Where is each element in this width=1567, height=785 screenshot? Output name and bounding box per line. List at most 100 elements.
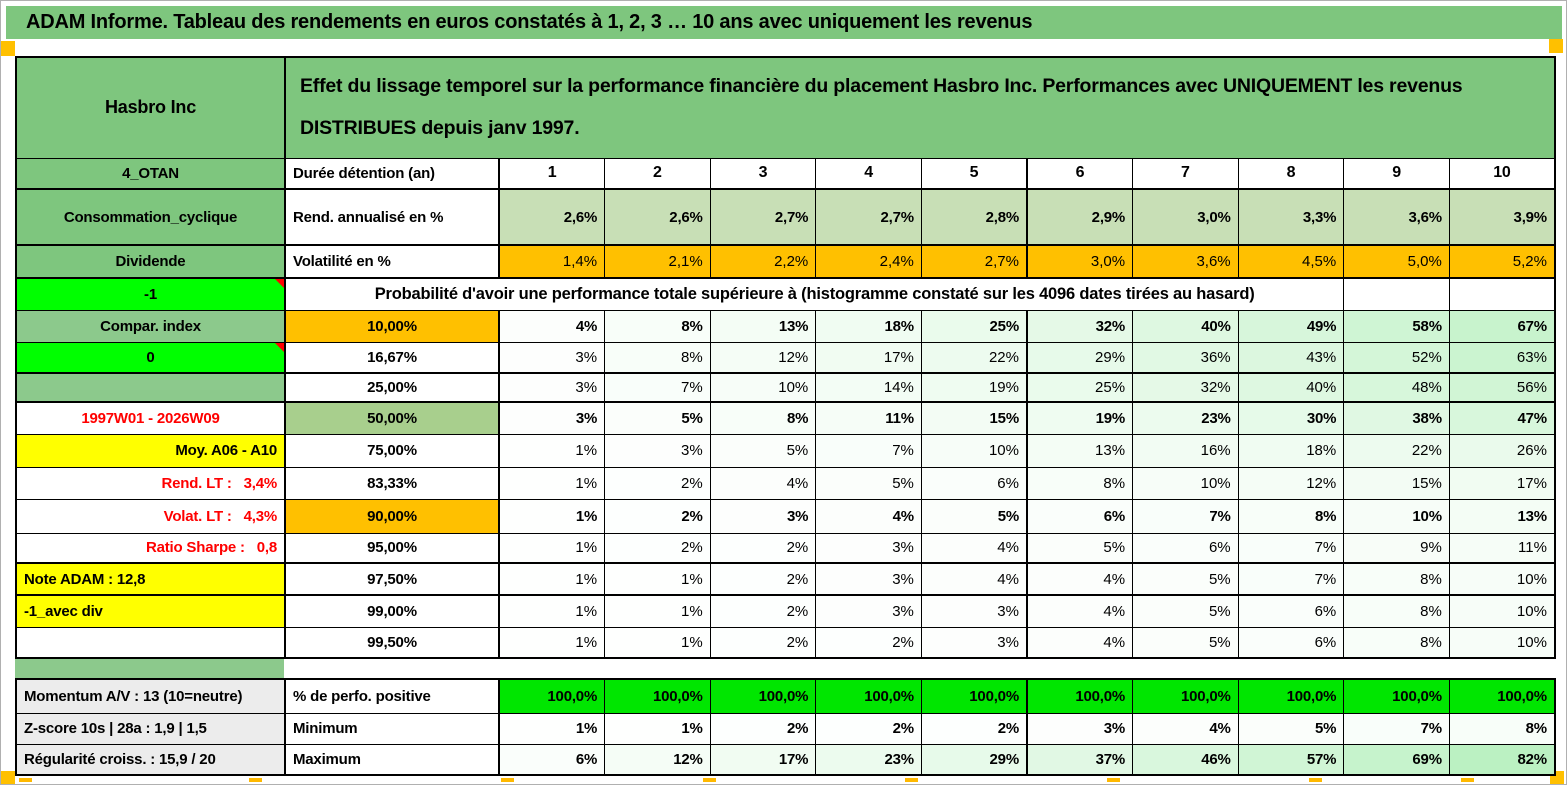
cell-probability-value[interactable]: 13%: [710, 310, 816, 342]
cell-probability-value[interactable]: 3%: [921, 595, 1027, 627]
cell-value[interactable]: 3,0%: [1027, 245, 1133, 278]
cell-threshold[interactable]: 75,00%: [285, 434, 499, 467]
cell-probability-value[interactable]: 10%: [921, 434, 1027, 467]
cell-probability-value[interactable]: 63%: [1449, 342, 1555, 373]
cell-left-label[interactable]: 0: [16, 342, 285, 373]
cell-probability-value[interactable]: 11%: [1449, 533, 1555, 563]
cell-probability-value[interactable]: 10%: [1449, 595, 1555, 627]
cell-probability-value[interactable]: 6%: [1238, 595, 1344, 627]
cell-probability-value[interactable]: 22%: [921, 342, 1027, 373]
cell-probability-value[interactable]: 47%: [1449, 402, 1555, 434]
cell-probability-value[interactable]: 8%: [1344, 563, 1450, 595]
cell-left-label[interactable]: [16, 373, 285, 402]
cell-probability-value[interactable]: 56%: [1449, 373, 1555, 402]
cell-summary-label[interactable]: Minimum: [285, 713, 499, 744]
cell-probability-value[interactable]: 5%: [1133, 563, 1239, 595]
cell-probability-value[interactable]: 2%: [710, 533, 816, 563]
cell-probability-value[interactable]: 40%: [1238, 373, 1344, 402]
cell-year-5[interactable]: 5: [921, 158, 1027, 189]
cell-probability-value[interactable]: 10%: [1133, 467, 1239, 499]
cell-year-9[interactable]: 9: [1344, 158, 1450, 189]
cell-probability-value[interactable]: 6%: [921, 467, 1027, 499]
cell-summary-value[interactable]: 1%: [605, 713, 711, 744]
cell-probability-value[interactable]: 58%: [1344, 310, 1450, 342]
cell-summary-value[interactable]: 100,0%: [1449, 679, 1555, 713]
cell-summary-label[interactable]: % de perfo. positive: [285, 679, 499, 713]
cell-probability-value[interactable]: 5%: [710, 434, 816, 467]
cell-probability-value[interactable]: 8%: [1238, 499, 1344, 533]
cell-probability-value[interactable]: 1%: [499, 467, 605, 499]
cell-summary-value[interactable]: 37%: [1027, 744, 1133, 775]
cell-value[interactable]: 4,5%: [1238, 245, 1344, 278]
cell-summary-value[interactable]: 2%: [921, 713, 1027, 744]
cell-value[interactable]: 5,2%: [1449, 245, 1555, 278]
cell-probability-value[interactable]: 36%: [1133, 342, 1239, 373]
cell-probability-value[interactable]: 10%: [1449, 563, 1555, 595]
cell-threshold[interactable]: 16,67%: [285, 342, 499, 373]
cell-summary-label[interactable]: Maximum: [285, 744, 499, 775]
cell-year-1[interactable]: 1: [499, 158, 605, 189]
cell-summary-value[interactable]: 100,0%: [1344, 679, 1450, 713]
cell-probability-value[interactable]: 4%: [499, 310, 605, 342]
cell-threshold[interactable]: 50,00%: [285, 402, 499, 434]
cell-probability-value[interactable]: 3%: [816, 533, 922, 563]
cell-summary-value[interactable]: 100,0%: [1238, 679, 1344, 713]
cell-probability-value[interactable]: 3%: [921, 627, 1027, 658]
cell-probability-value[interactable]: 49%: [1238, 310, 1344, 342]
cell-probability-value[interactable]: 1%: [499, 533, 605, 563]
cell-probability-value[interactable]: 2%: [710, 563, 816, 595]
cell-threshold[interactable]: 95,00%: [285, 533, 499, 563]
cell-left-label[interactable]: Ratio Sharpe : 0,8: [16, 533, 285, 563]
cell-probability-value[interactable]: 8%: [1344, 627, 1450, 658]
cell-probability-value[interactable]: 2%: [605, 499, 711, 533]
cell-summary-value[interactable]: 6%: [499, 744, 605, 775]
cell-probability-value[interactable]: 1%: [499, 627, 605, 658]
cell-probability-value[interactable]: 3%: [816, 595, 922, 627]
cell-probability-value[interactable]: 13%: [1449, 499, 1555, 533]
cell-value[interactable]: 2,8%: [921, 189, 1027, 245]
cell-probability-value[interactable]: 5%: [921, 499, 1027, 533]
cell-probability-value[interactable]: 9%: [1344, 533, 1450, 563]
cell-probability-value[interactable]: 22%: [1344, 434, 1450, 467]
cell-probability-value[interactable]: 26%: [1449, 434, 1555, 467]
cell-indicator-label[interactable]: Régularité croiss. : 15,9 / 20: [16, 744, 285, 775]
cell-summary-value[interactable]: 8%: [1449, 713, 1555, 744]
cell-indicator-label[interactable]: Momentum A/V : 13 (10=neutre): [16, 679, 285, 713]
cell-probability-value[interactable]: 3%: [816, 563, 922, 595]
cell-probability-value[interactable]: 30%: [1238, 402, 1344, 434]
cell-probability-value[interactable]: 6%: [1238, 627, 1344, 658]
cell-summary-value[interactable]: 100,0%: [605, 679, 711, 713]
cell-probability-value[interactable]: 4%: [921, 563, 1027, 595]
cell-summary-value[interactable]: 100,0%: [921, 679, 1027, 713]
cell-table-description[interactable]: Effet du lissage temporel sur la perform…: [285, 57, 1555, 158]
cell-probability-value[interactable]: 19%: [1027, 402, 1133, 434]
cell-summary-value[interactable]: 100,0%: [499, 679, 605, 713]
cell-probability-value[interactable]: 12%: [1238, 467, 1344, 499]
cell-probability-value[interactable]: 1%: [499, 434, 605, 467]
cell-threshold[interactable]: 83,33%: [285, 467, 499, 499]
cell-probability-value[interactable]: 5%: [1133, 627, 1239, 658]
cell-probability-value[interactable]: 4%: [921, 533, 1027, 563]
cell-threshold[interactable]: 99,00%: [285, 595, 499, 627]
cell-probability-value[interactable]: 19%: [921, 373, 1027, 402]
cell-probability-value[interactable]: 67%: [1449, 310, 1555, 342]
cell-value[interactable]: 3,0%: [1133, 189, 1239, 245]
cell-probability-value[interactable]: 2%: [710, 627, 816, 658]
cell-probability-value[interactable]: 14%: [816, 373, 922, 402]
cell-probability-value[interactable]: 29%: [1027, 342, 1133, 373]
cell-probability-value[interactable]: 7%: [1133, 499, 1239, 533]
cell-probability-value[interactable]: 3%: [499, 373, 605, 402]
cell-probability-value[interactable]: 43%: [1238, 342, 1344, 373]
cell-probability-value[interactable]: 7%: [1238, 533, 1344, 563]
cell-duration-label[interactable]: Durée détention (an): [285, 158, 499, 189]
cell-left-label[interactable]: Note ADAM : 12,8: [16, 563, 285, 595]
cell-probability-value[interactable]: 32%: [1027, 310, 1133, 342]
cell-probability-value[interactable]: 52%: [1344, 342, 1450, 373]
cell-summary-value[interactable]: 100,0%: [710, 679, 816, 713]
cell-probability-value[interactable]: 48%: [1344, 373, 1450, 402]
cell-year-10[interactable]: 10: [1449, 158, 1555, 189]
cell-probability-value[interactable]: 3%: [710, 499, 816, 533]
cell-left-label[interactable]: -1_avec div: [16, 595, 285, 627]
cell-value[interactable]: 3,3%: [1238, 189, 1344, 245]
cell-stat-label[interactable]: Rend. annualisé en %: [285, 189, 499, 245]
